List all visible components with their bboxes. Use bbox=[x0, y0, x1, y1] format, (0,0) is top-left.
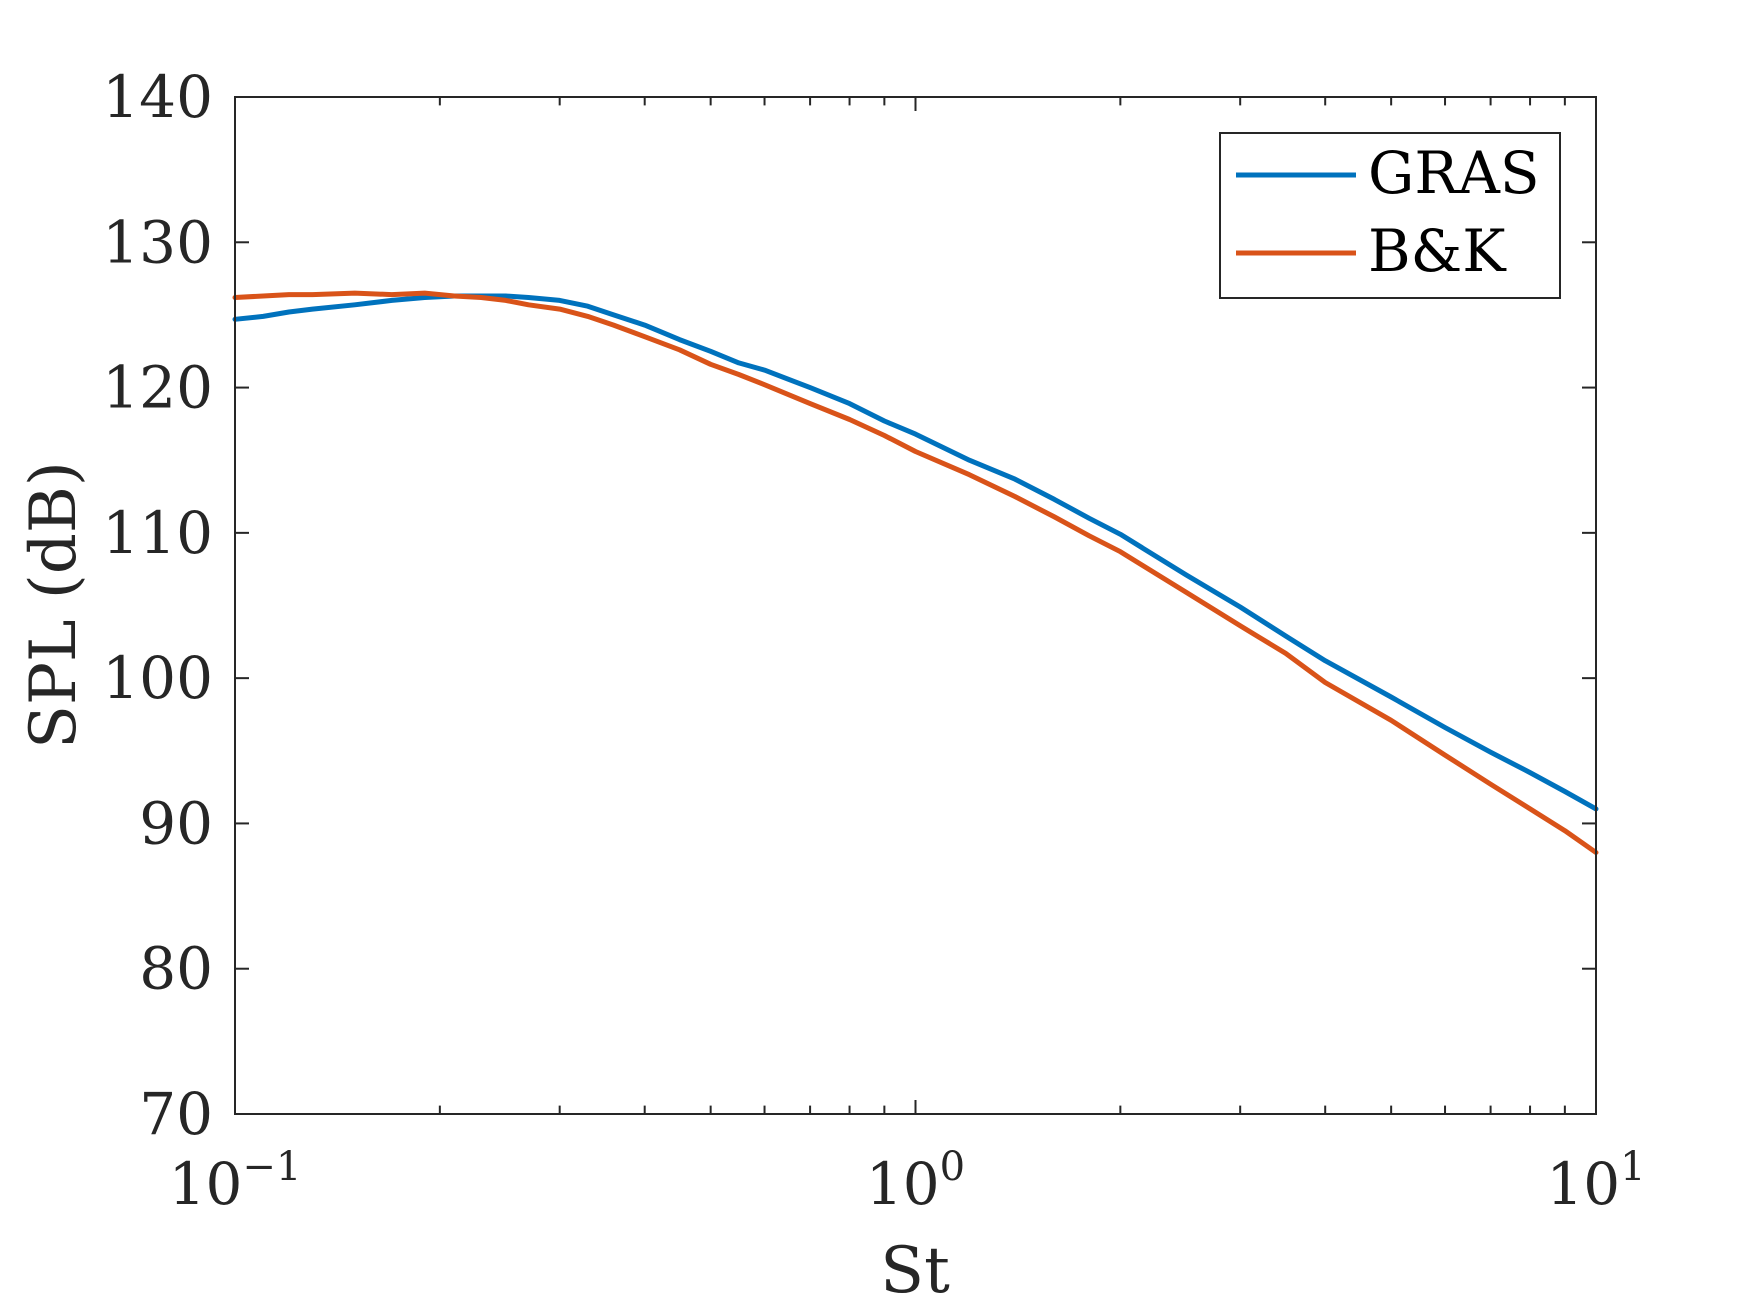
legend-label-gras: GRAS bbox=[1368, 139, 1540, 207]
y-tick-label: 130 bbox=[102, 208, 213, 276]
series-line-gras bbox=[232, 293, 1599, 812]
plot-frame bbox=[234, 96, 1597, 1115]
x-tick-label: 100 bbox=[866, 1144, 965, 1218]
y-tick-label: 100 bbox=[102, 644, 213, 712]
y-tick-labels: 70 80 90 100 110 120 130 140 bbox=[102, 63, 213, 1148]
y-tick-label: 70 bbox=[139, 1080, 213, 1148]
legend: GRAS B&K bbox=[1219, 132, 1561, 299]
legend-box bbox=[1219, 132, 1561, 299]
y-axis-label: SPL (dB) bbox=[17, 461, 91, 749]
x-tick-labels: 10−1 100 101 bbox=[169, 1144, 1646, 1218]
legend-label-bk: B&K bbox=[1368, 217, 1507, 285]
y-tick-label: 80 bbox=[139, 935, 213, 1003]
y-tick-label: 140 bbox=[102, 63, 213, 131]
x-tick-label: 101 bbox=[1546, 1144, 1645, 1218]
x-axis-label: St bbox=[880, 1234, 950, 1308]
series-layer bbox=[232, 290, 1599, 855]
y-tick-label: 120 bbox=[102, 354, 213, 422]
series-line-b-k bbox=[232, 290, 1599, 855]
y-tick-label: 90 bbox=[139, 789, 213, 857]
y-tick-label: 110 bbox=[102, 499, 213, 567]
x-tick-label: 10−1 bbox=[169, 1144, 302, 1218]
